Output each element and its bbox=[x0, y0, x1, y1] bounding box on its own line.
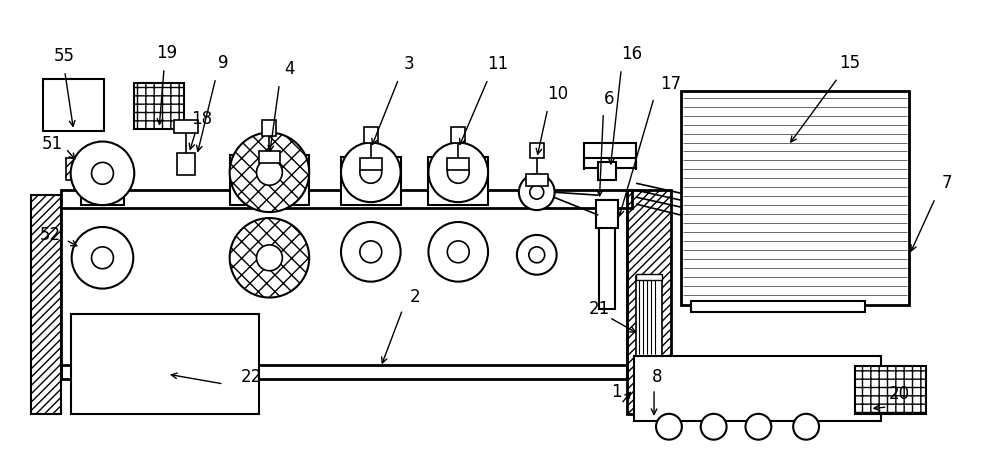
Circle shape bbox=[529, 247, 545, 263]
Text: 20: 20 bbox=[889, 385, 910, 403]
Circle shape bbox=[230, 132, 309, 212]
Bar bbox=[364, 127, 378, 142]
Bar bbox=[341, 158, 401, 205]
Bar bbox=[451, 127, 465, 142]
Circle shape bbox=[230, 218, 309, 298]
Text: 7: 7 bbox=[942, 174, 952, 192]
Circle shape bbox=[257, 245, 282, 271]
Circle shape bbox=[447, 161, 469, 183]
Text: 6: 6 bbox=[604, 90, 615, 108]
Text: 3: 3 bbox=[403, 55, 414, 73]
Circle shape bbox=[341, 142, 401, 202]
Bar bbox=[691, 300, 865, 313]
Circle shape bbox=[519, 174, 555, 210]
Bar bbox=[636, 274, 662, 280]
Text: 51: 51 bbox=[42, 135, 63, 153]
Bar bbox=[447, 158, 469, 170]
Bar bbox=[634, 356, 881, 421]
Circle shape bbox=[360, 241, 382, 263]
Text: 52: 52 bbox=[40, 226, 61, 244]
Bar bbox=[596, 200, 618, 228]
Circle shape bbox=[341, 222, 401, 282]
Bar bbox=[598, 163, 616, 180]
Bar bbox=[31, 195, 61, 414]
Circle shape bbox=[71, 141, 134, 205]
Bar bbox=[174, 119, 198, 132]
Text: 19: 19 bbox=[157, 44, 178, 62]
Text: 18: 18 bbox=[191, 110, 212, 128]
Circle shape bbox=[428, 222, 488, 282]
Bar bbox=[428, 158, 488, 205]
Circle shape bbox=[360, 161, 382, 183]
Bar bbox=[599, 200, 615, 309]
Circle shape bbox=[517, 235, 557, 275]
Bar bbox=[71, 314, 259, 414]
Text: 2: 2 bbox=[410, 287, 421, 306]
Circle shape bbox=[72, 227, 133, 289]
Text: 21: 21 bbox=[589, 300, 610, 318]
Bar bbox=[262, 119, 276, 136]
Bar bbox=[43, 79, 104, 131]
Circle shape bbox=[656, 414, 682, 440]
Bar bbox=[636, 276, 662, 357]
Text: 9: 9 bbox=[218, 54, 229, 72]
Bar bbox=[134, 83, 184, 128]
Circle shape bbox=[92, 247, 113, 269]
Bar bbox=[259, 151, 280, 163]
Circle shape bbox=[701, 414, 727, 440]
Text: 22: 22 bbox=[241, 368, 262, 386]
Bar bbox=[61, 190, 632, 208]
Bar bbox=[360, 158, 382, 170]
Circle shape bbox=[257, 159, 282, 185]
Bar bbox=[177, 154, 195, 175]
Circle shape bbox=[530, 185, 544, 199]
Bar bbox=[526, 174, 548, 186]
Bar bbox=[530, 142, 544, 158]
Circle shape bbox=[447, 241, 469, 263]
Text: 8: 8 bbox=[652, 368, 662, 386]
Text: 55: 55 bbox=[54, 47, 75, 65]
Bar bbox=[584, 142, 636, 168]
Circle shape bbox=[428, 142, 488, 202]
Text: 17: 17 bbox=[660, 75, 681, 93]
Text: 1: 1 bbox=[611, 383, 622, 401]
Circle shape bbox=[793, 414, 819, 440]
Text: 15: 15 bbox=[839, 54, 860, 72]
Text: 4: 4 bbox=[284, 60, 295, 78]
Bar bbox=[627, 190, 671, 414]
Bar bbox=[81, 158, 124, 205]
Bar bbox=[230, 155, 309, 205]
Bar bbox=[681, 91, 909, 304]
Circle shape bbox=[745, 414, 771, 440]
Bar bbox=[61, 365, 627, 379]
Text: 16: 16 bbox=[622, 45, 643, 63]
Text: 11: 11 bbox=[487, 55, 509, 73]
Text: 10: 10 bbox=[547, 85, 568, 103]
Bar bbox=[855, 366, 926, 414]
Bar bbox=[66, 158, 88, 180]
Circle shape bbox=[92, 163, 113, 184]
